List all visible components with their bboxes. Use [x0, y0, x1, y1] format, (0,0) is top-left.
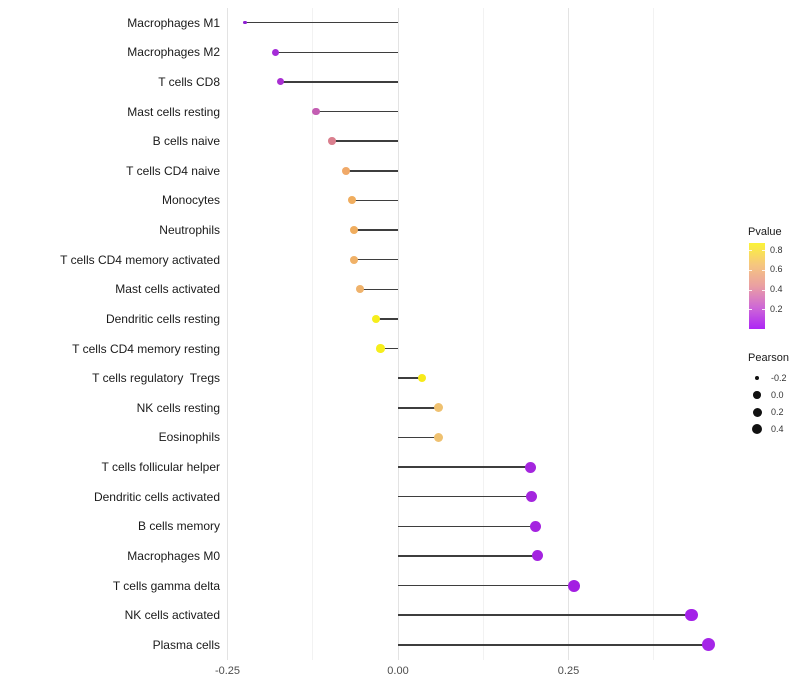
row-label: Dendritic cells activated — [93, 489, 220, 504]
lollipop-stick — [331, 140, 398, 142]
lollipop-stick — [280, 81, 398, 83]
grid-line-minor — [482, 8, 484, 660]
lollipop-stick — [398, 466, 531, 468]
pearson-legend-dot — [754, 375, 760, 381]
colorbar-tick-mark — [762, 309, 765, 311]
row-label: Plasma cells — [152, 637, 220, 652]
pearson-legend-dot — [751, 423, 763, 435]
row-label: T cells CD8 — [158, 74, 220, 89]
lollipop-stick — [398, 495, 532, 498]
pearson-legend-title: Pearson — [748, 352, 789, 364]
lollipop-dot — [243, 20, 247, 25]
pearson-legend-label: 0.0 — [771, 389, 784, 400]
lollipop-dot — [524, 461, 536, 473]
lollipop-stick — [346, 170, 398, 172]
lollipop-dot — [276, 78, 284, 86]
colorbar-tick-mark — [762, 289, 765, 291]
lollipop-dot — [328, 137, 336, 145]
lollipop-stick — [380, 347, 398, 350]
pearson-legend-label: 0.2 — [771, 406, 784, 417]
lollipop-dot — [355, 285, 364, 294]
lollipop-dot — [685, 608, 698, 622]
colorbar-tick-mark — [749, 309, 752, 311]
row-label: T cells CD4 memory resting — [72, 341, 220, 356]
row-label: Mast cells resting — [127, 104, 220, 119]
lollipop-stick — [245, 21, 398, 24]
colorbar-tick-mark — [749, 269, 752, 271]
lollipop-dot — [434, 432, 444, 442]
lollipop-dot — [272, 48, 280, 56]
row-label: NK cells resting — [136, 400, 220, 415]
row-label: T cells regulatory Tregs — [92, 371, 220, 386]
pvalue-tick-label: 0.2 — [770, 303, 783, 314]
lollipop-stick — [398, 584, 574, 587]
grid-line-minor — [312, 8, 314, 660]
lollipop-dot — [312, 107, 320, 116]
lollipop-dot — [702, 638, 716, 652]
lollipop-stick — [353, 258, 398, 261]
row-label: T cells CD4 memory activated — [60, 252, 220, 267]
pearson-legend-dot — [752, 407, 762, 417]
pvalue-tick-label: 0.4 — [770, 284, 783, 295]
row-label: NK cells activated — [124, 608, 220, 623]
lollipop-dot — [371, 314, 381, 324]
lollipop-stick — [359, 288, 398, 291]
lollipop-stick — [398, 377, 422, 379]
row-label: T cells CD4 naive — [126, 163, 220, 178]
row-label: B cells memory — [137, 519, 220, 534]
lollipop-dot — [349, 255, 358, 264]
pvalue-tick-label: 0.8 — [770, 244, 783, 255]
lollipop-dot — [349, 226, 358, 235]
row-label: Dendritic cells resting — [105, 311, 220, 326]
grid-line-major — [227, 8, 228, 660]
lollipop-stick — [275, 51, 398, 54]
grid-line-major — [397, 8, 399, 660]
pvalue-colorbar — [749, 243, 765, 329]
lollipop-dot — [567, 579, 580, 592]
pvalue-legend-title: Pvalue — [748, 226, 782, 238]
row-label: Mast cells activated — [115, 282, 220, 297]
lollipop-dot — [526, 491, 538, 503]
lollipop-dot — [348, 196, 357, 205]
row-label: T cells gamma delta — [112, 578, 220, 593]
lollipop-dot — [434, 403, 444, 413]
lollipop-stick — [352, 199, 398, 202]
pearson-legend-label: -0.2 — [771, 372, 787, 383]
lollipop-dot — [530, 520, 542, 532]
pvalue-tick-label: 0.6 — [770, 264, 783, 275]
colorbar-tick-mark — [749, 289, 752, 291]
row-label: B cells naive — [152, 134, 220, 149]
lollipop-stick — [398, 644, 709, 646]
row-label: T cells follicular helper — [101, 460, 221, 475]
colorbar-tick-mark — [762, 269, 765, 271]
x-tick-label: 0.00 — [387, 665, 409, 677]
lollipop-stick — [316, 110, 398, 113]
x-tick-label: -0.25 — [214, 665, 241, 677]
lollipop-stick — [376, 318, 398, 320]
row-label: Macrophages M0 — [127, 548, 220, 563]
colorbar-tick-mark — [749, 250, 752, 251]
lollipop-dot — [342, 166, 351, 175]
row-label: Eosinophils — [158, 430, 220, 445]
colorbar-tick-mark — [762, 250, 765, 251]
row-label: Neutrophils — [159, 223, 220, 238]
pearson-legend-dot — [753, 391, 761, 399]
row-label: Monocytes — [161, 193, 220, 208]
lollipop-dot — [531, 550, 543, 562]
row-label: Macrophages M1 — [127, 15, 220, 30]
lollipop-stick — [398, 436, 439, 439]
lollipop-dot — [376, 344, 385, 353]
lollipop-stick — [398, 555, 538, 557]
row-label: Macrophages M2 — [127, 45, 220, 60]
x-tick-label: 0.25 — [557, 665, 580, 677]
lollipop-stick — [398, 525, 536, 528]
pearson-legend-label: 0.4 — [771, 423, 784, 434]
lollipop-stick — [398, 407, 439, 409]
lollipop-dot — [417, 373, 427, 383]
lollipop-stick — [398, 614, 692, 616]
grid-line-minor — [653, 8, 655, 660]
grid-line-major — [568, 8, 569, 660]
lollipop-stick — [353, 229, 398, 231]
